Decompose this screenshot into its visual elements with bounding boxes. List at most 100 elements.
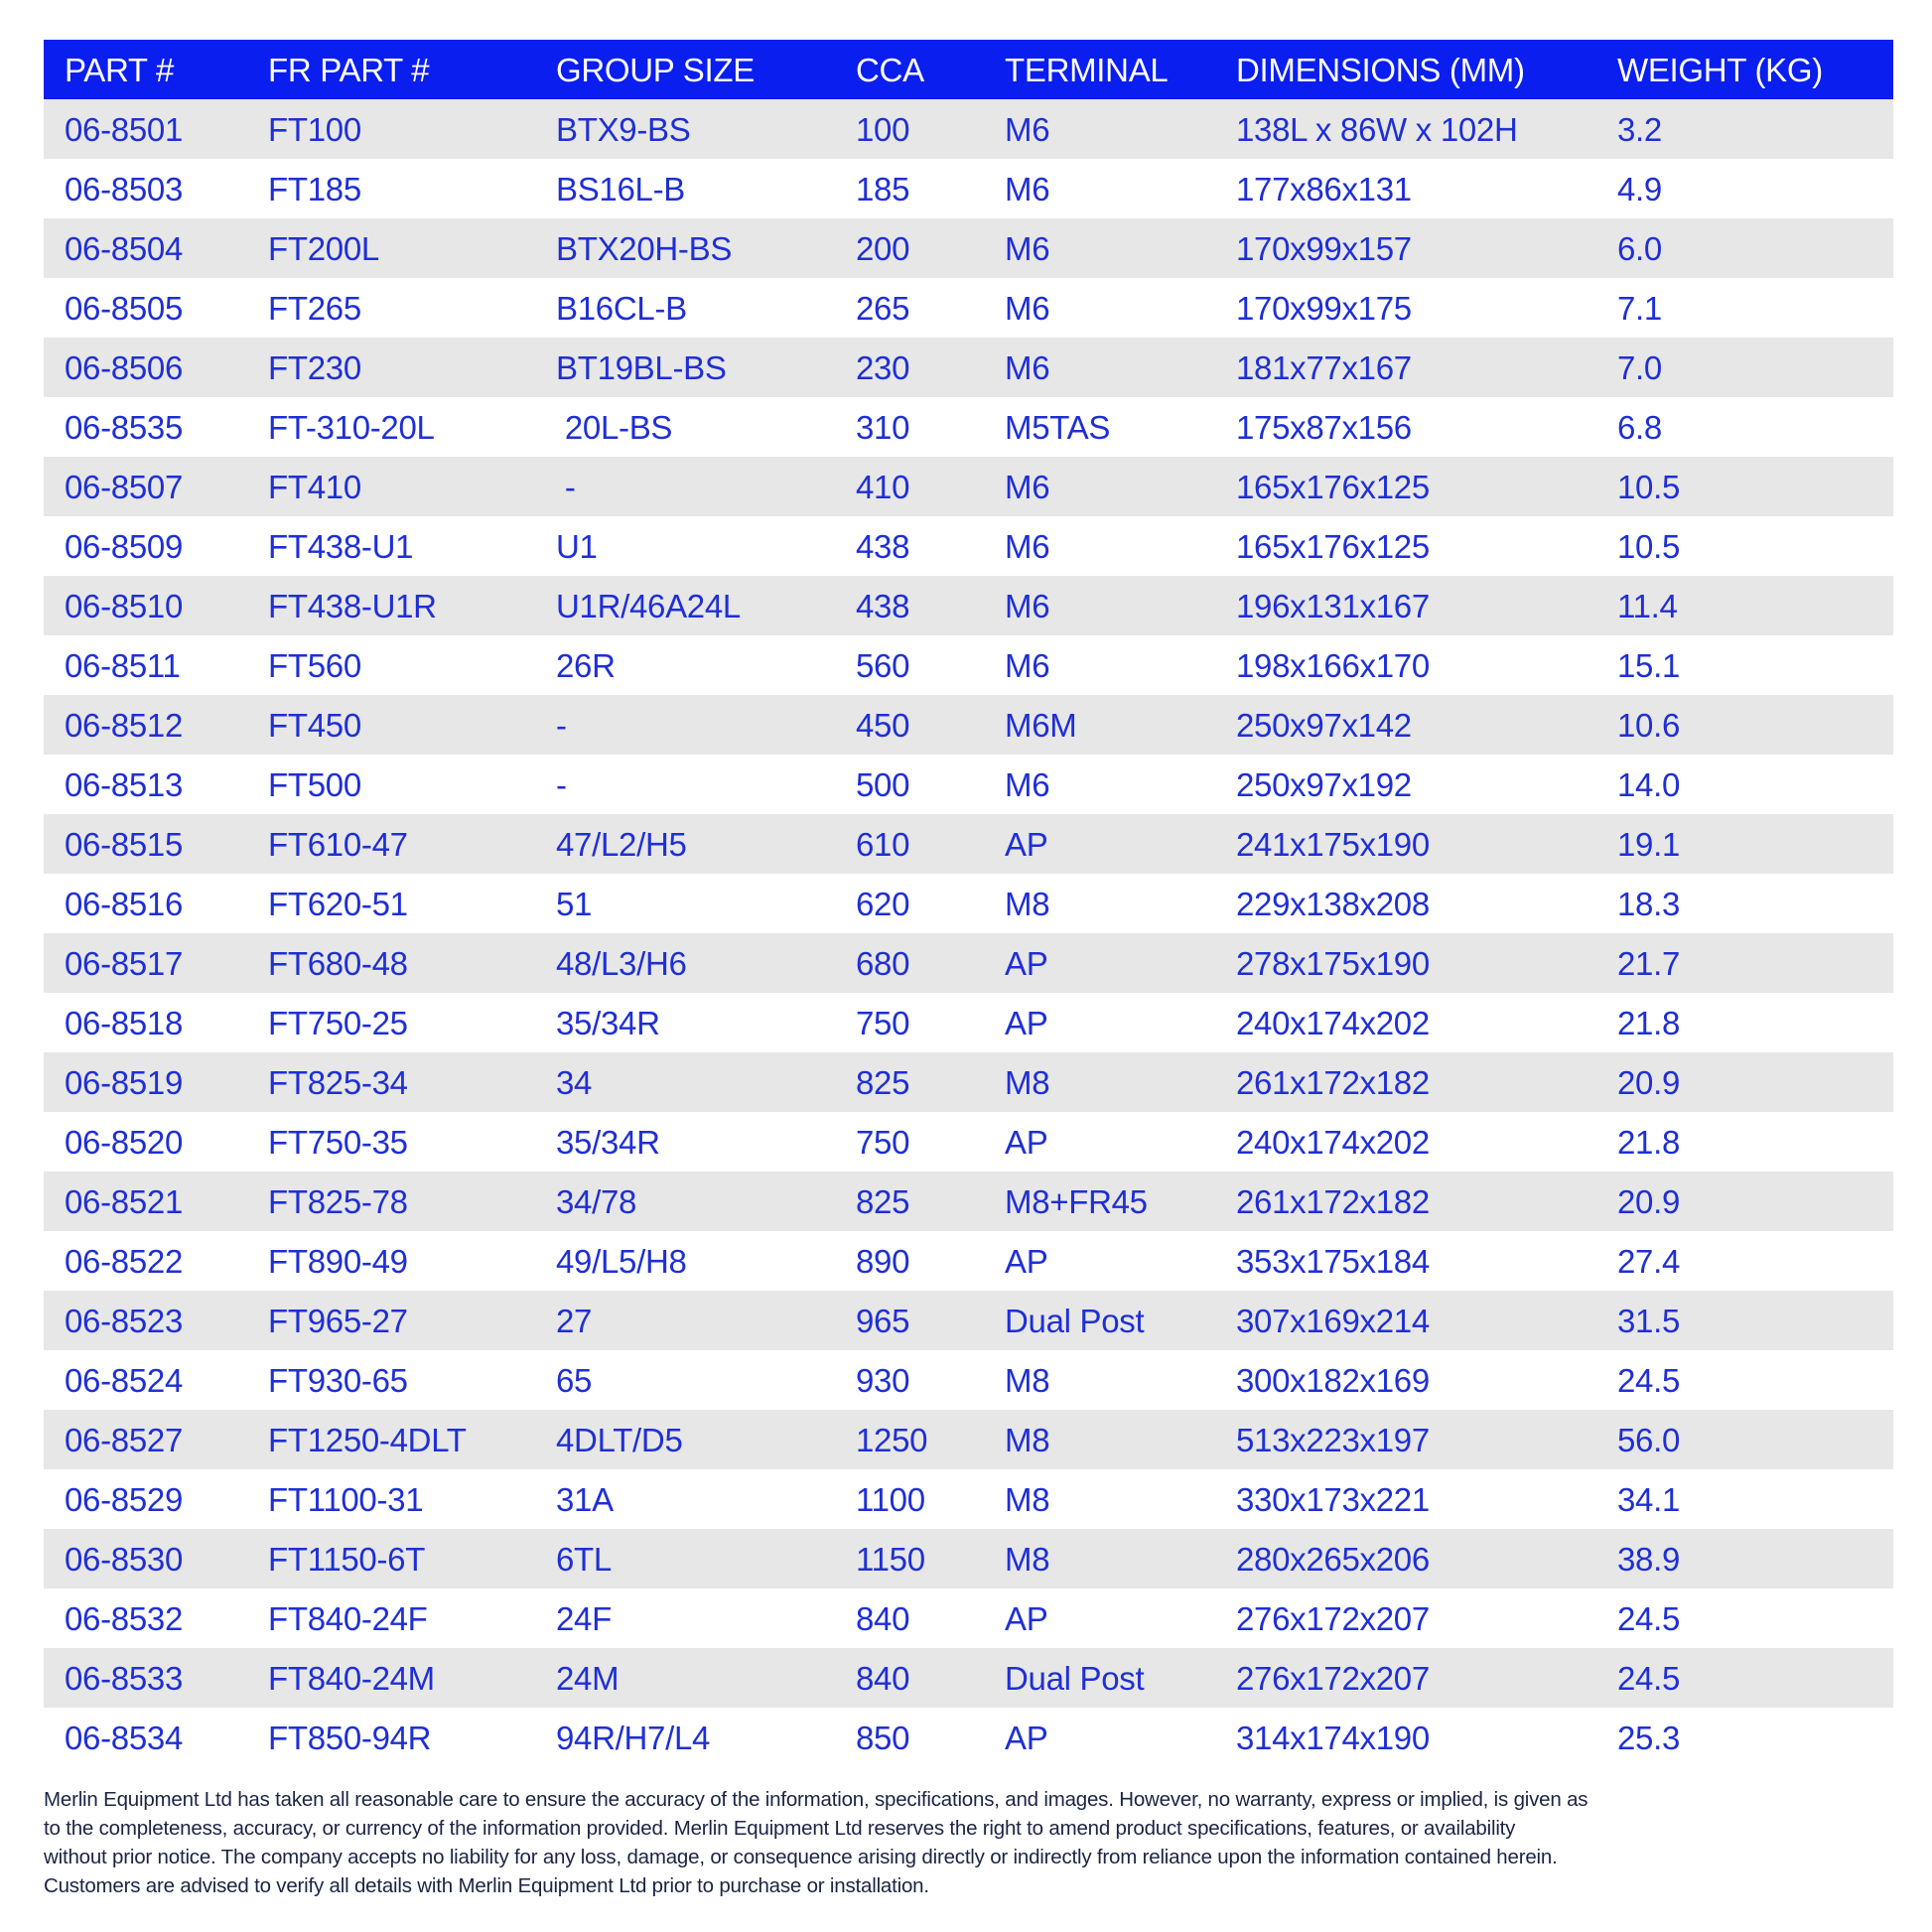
cell-terminal: Dual Post: [1005, 1660, 1145, 1697]
cell-weight: 7.1: [1617, 290, 1662, 327]
cell-terminal: M8: [1005, 1541, 1050, 1578]
table-row: 06-8518 FT750-25 35/34R 750 AP 240x174x202 21.…: [44, 993, 1893, 1052]
cell-weight: 24.5: [1617, 1660, 1681, 1697]
cell-weight: 6.8: [1617, 409, 1662, 446]
cell-terminal: M6: [1005, 647, 1050, 684]
cell-fr-part-number: FT620-51: [268, 886, 408, 922]
cell-fr-part-number: FT965-27: [268, 1303, 408, 1339]
cell-terminal: M8+FR45: [1005, 1183, 1148, 1220]
cell-dimensions: 241x175x190: [1236, 826, 1430, 863]
table-row: 06-8506 FT230 BT19BL-BS 230 M6 181x77x167 7.0: [44, 338, 1893, 397]
cell-cca: 410: [856, 469, 910, 505]
cell-part-number: 06-8530: [65, 1541, 184, 1578]
cell-fr-part-number: FT1100-31: [268, 1481, 424, 1518]
battery-spec-table: PART # FR PART # GROUP SIZE CCA TERMINAL DIME…: [44, 40, 1893, 1767]
cell-fr-part-number: FT438-U1R: [268, 588, 437, 624]
cell-cca: 100: [856, 111, 910, 148]
cell-part-number: 06-8535: [65, 409, 184, 446]
column-header-terminal: TERMINAL: [1005, 52, 1169, 88]
cell-dimensions: 196x131x167: [1236, 588, 1430, 624]
cell-terminal: AP: [1005, 1124, 1048, 1161]
disclaimer-line: Customers are advised to verify all deta…: [44, 1874, 929, 1897]
cell-cca: 610: [856, 826, 910, 863]
cell-weight: 6.0: [1617, 230, 1662, 267]
cell-dimensions: 170x99x157: [1236, 230, 1412, 267]
cell-weight: 4.9: [1617, 171, 1662, 207]
table-row: 06-8511 FT560 26R 560 M6 198x166x170 15.1: [44, 635, 1893, 695]
cell-group-size: U1R/46A24L: [556, 588, 741, 624]
disclaimer: Merlin Equipment Ltd has taken all reaso…: [44, 1785, 1900, 1900]
cell-group-size: BTX20H-BS: [556, 230, 733, 267]
cell-terminal: M6: [1005, 528, 1050, 565]
cell-fr-part-number: FT825-78: [268, 1183, 408, 1220]
cell-cca: 450: [856, 707, 910, 744]
table-row: 06-8521 FT825-78 34/78 825 M8+FR45 261x172x18…: [44, 1172, 1893, 1231]
cell-weight: 56.0: [1617, 1422, 1681, 1458]
cell-dimensions: 229x138x208: [1236, 886, 1430, 922]
cell-fr-part-number: FT1250-4DLT: [268, 1422, 467, 1458]
cell-weight: 21.8: [1617, 1124, 1681, 1161]
cell-fr-part-number: FT825-34: [268, 1064, 408, 1101]
cell-weight: 10.6: [1617, 707, 1681, 744]
cell-cca: 840: [856, 1600, 910, 1637]
cell-group-size: 4DLT/D5: [556, 1422, 683, 1458]
disclaimer-line: Merlin Equipment Ltd has taken all reaso…: [44, 1788, 1588, 1811]
cell-terminal: AP: [1005, 945, 1048, 982]
cell-weight: 14.0: [1617, 766, 1681, 803]
cell-group-size: -: [556, 707, 567, 744]
cell-group-size: 51: [556, 886, 593, 922]
table-row: 06-8522 FT890-49 49/L5/H8 890 AP 353x175x184 2…: [44, 1231, 1893, 1291]
table-row: 06-8523 FT965-27 27 965 Dual Post 307x169x214…: [44, 1291, 1893, 1350]
cell-cca: 750: [856, 1124, 910, 1161]
column-header-dimensions: DIMENSIONS (MM): [1236, 52, 1525, 88]
cell-part-number: 06-8524: [65, 1362, 184, 1399]
cell-dimensions: 165x176x125: [1236, 528, 1430, 565]
cell-dimensions: 175x87x156: [1236, 409, 1412, 446]
cell-part-number: 06-8532: [65, 1600, 184, 1637]
cell-cca: 438: [856, 528, 910, 565]
cell-dimensions: 513x223x197: [1236, 1422, 1430, 1458]
cell-cca: 265: [856, 290, 910, 327]
cell-group-size: BTX9-BS: [556, 111, 691, 148]
column-header-cca: CCA: [856, 52, 924, 88]
cell-cca: 1100: [856, 1481, 925, 1518]
cell-dimensions: 198x166x170: [1236, 647, 1430, 684]
cell-terminal: M6M: [1005, 707, 1077, 744]
table-row: 06-8534 FT850-94R 94R/H7/L4 850 AP 314x174x19…: [44, 1708, 1893, 1767]
cell-cca: 310: [856, 409, 910, 446]
cell-weight: 18.3: [1617, 886, 1681, 922]
cell-terminal: M8: [1005, 1064, 1050, 1101]
cell-part-number: 06-8519: [65, 1064, 184, 1101]
cell-weight: 10.5: [1617, 528, 1681, 565]
cell-dimensions: 261x172x182: [1236, 1183, 1430, 1220]
cell-weight: 20.9: [1617, 1064, 1681, 1101]
cell-terminal: Dual Post: [1005, 1303, 1145, 1339]
cell-dimensions: 280x265x206: [1236, 1541, 1430, 1578]
cell-cca: 185: [856, 171, 910, 207]
cell-terminal: AP: [1005, 1243, 1048, 1280]
cell-dimensions: 261x172x182: [1236, 1064, 1430, 1101]
cell-dimensions: 138L x 86W x 102H: [1236, 111, 1518, 148]
cell-cca: 200: [856, 230, 910, 267]
table-row: 06-8504 FT200L BTX20H-BS 200 M6 170x99x157 6.0: [44, 218, 1893, 278]
cell-part-number: 06-8533: [65, 1660, 184, 1697]
cell-cca: 825: [856, 1183, 910, 1220]
cell-group-size: -: [556, 766, 567, 803]
table-row: 06-8524 FT930-65 65 930 M8 300x182x169 24.5: [44, 1350, 1893, 1410]
table-row: 06-8513 FT500 - 500 M6 250x97x192 14.0: [44, 755, 1893, 814]
cell-dimensions: 300x182x169: [1236, 1362, 1430, 1399]
table-row: 06-8517 FT680-48 48/L3/H6 680 AP 278x175x190 2…: [44, 933, 1893, 993]
cell-dimensions: 181x77x167: [1236, 349, 1412, 386]
cell-group-size: 35/34R: [556, 1124, 660, 1161]
cell-cca: 620: [856, 886, 910, 922]
cell-group-size: BS16L-B: [556, 171, 685, 207]
cell-part-number: 06-8501: [65, 111, 184, 148]
cell-fr-part-number: FT230: [268, 349, 361, 386]
cell-part-number: 06-8506: [65, 349, 184, 386]
cell-group-size: 35/34R: [556, 1005, 660, 1041]
cell-fr-part-number: FT930-65: [268, 1362, 408, 1399]
cell-group-size: BT19BL-BS: [556, 349, 727, 386]
cell-terminal: M8: [1005, 1362, 1050, 1399]
cell-cca: 500: [856, 766, 910, 803]
cell-terminal: M6: [1005, 290, 1050, 327]
